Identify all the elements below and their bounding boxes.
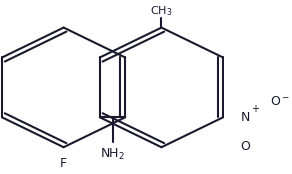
Text: F: F [60,157,67,170]
Text: N: N [241,111,250,124]
Text: +: + [251,104,259,114]
Text: NH$_2$: NH$_2$ [100,147,125,162]
Text: O$^-$: O$^-$ [270,95,290,108]
Text: CH$_3$: CH$_3$ [150,4,173,18]
Text: O: O [240,140,250,153]
